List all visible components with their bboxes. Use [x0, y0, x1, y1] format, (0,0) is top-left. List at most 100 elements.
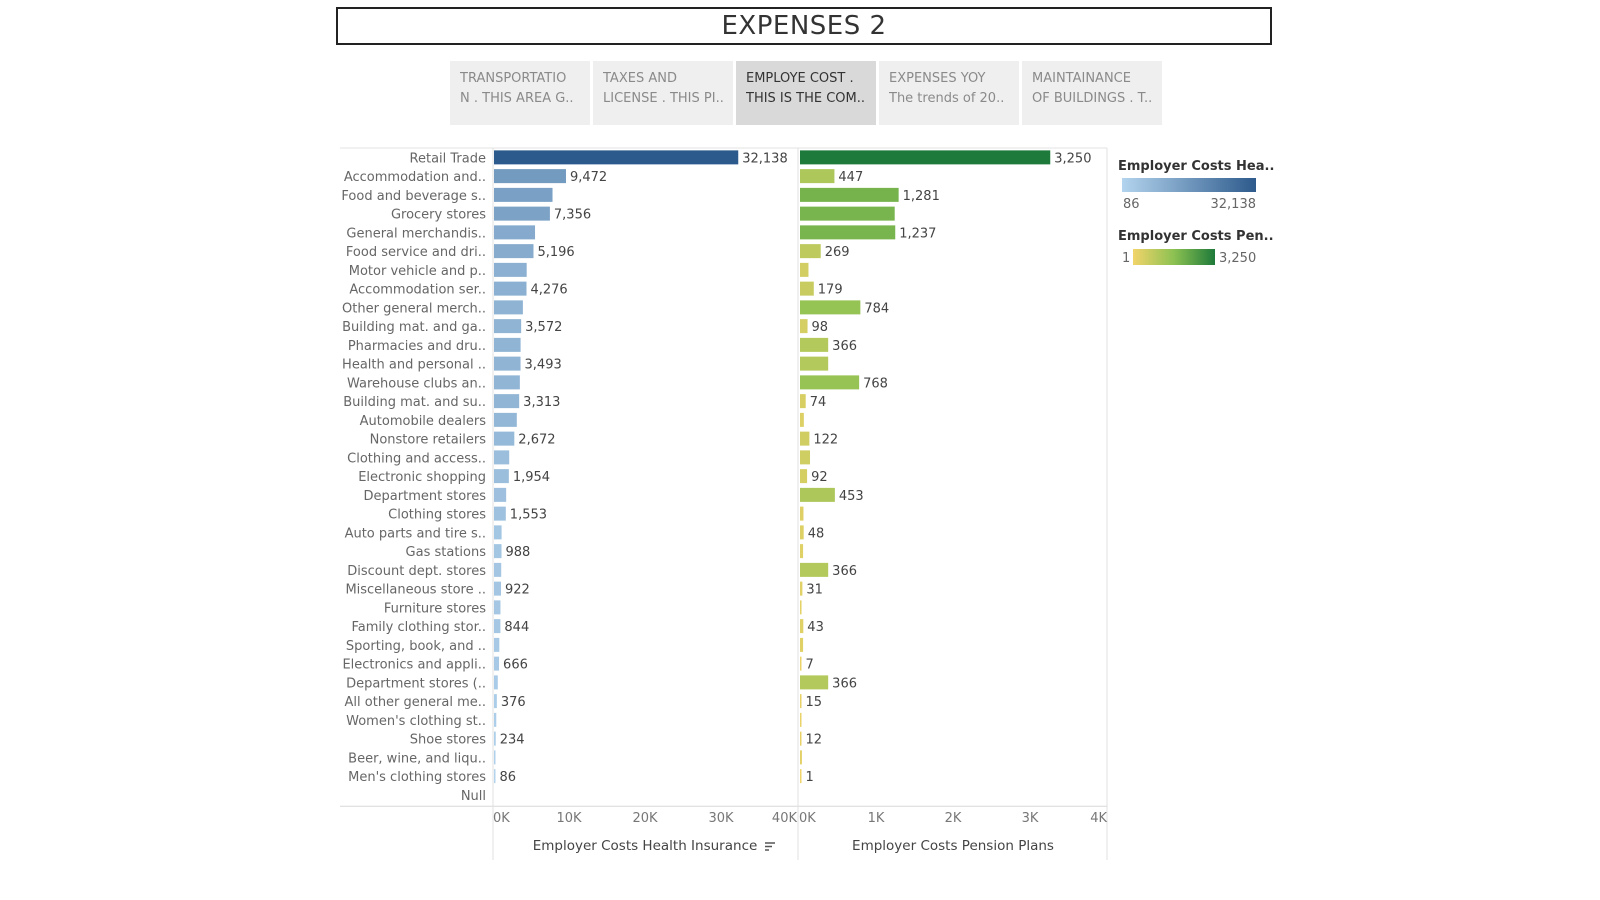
category-label: Warehouse clubs an.. — [347, 376, 486, 391]
bar — [494, 525, 502, 540]
category-label: Food and beverage s.. — [341, 189, 486, 204]
bar — [494, 581, 502, 596]
tab-label-line1: EMPLOYE COST . — [746, 71, 854, 86]
bar — [494, 656, 500, 671]
category-label: Auto parts and tire s.. — [345, 526, 486, 541]
data-label: 844 — [504, 620, 529, 635]
bar — [800, 394, 806, 409]
x-tick-label: 0K — [799, 811, 816, 826]
category-label: Electronics and appli.. — [342, 658, 486, 673]
category-label: Grocery stores — [391, 208, 486, 223]
bar — [494, 206, 550, 221]
category-label: Health and personal .. — [342, 358, 486, 373]
bar — [800, 525, 804, 540]
bar — [494, 225, 536, 240]
bar — [494, 281, 527, 296]
data-label: 784 — [864, 301, 889, 316]
category-label: Department stores — [364, 489, 487, 504]
bar — [800, 731, 802, 746]
data-label: 9,472 — [570, 170, 607, 185]
x-tick-label: 0K — [493, 811, 510, 826]
bar — [800, 562, 829, 577]
data-label: 7,356 — [554, 208, 591, 223]
bar — [494, 506, 506, 521]
bar — [494, 544, 502, 559]
tab-label-line1: TAXES AND — [603, 71, 677, 86]
bar — [494, 375, 520, 390]
tab-4[interactable]: EXPENSES YOY The trends of 20.. — [879, 61, 1019, 125]
data-label: 5,196 — [537, 245, 574, 260]
bar — [800, 375, 860, 390]
tab-3[interactable]: EMPLOYE COST . THIS IS THE COM.. — [736, 61, 876, 125]
legend-pension-min: 1 — [1122, 251, 1130, 266]
tab-label-line2: The trends of 20.. — [889, 91, 1005, 106]
bar — [800, 581, 803, 596]
bar — [800, 450, 811, 465]
x-tick-label: 40K — [772, 811, 798, 826]
category-label: Shoe stores — [410, 733, 486, 748]
category-label: Department stores (.. — [346, 676, 486, 691]
data-label: 4,276 — [530, 283, 567, 298]
bar — [494, 262, 527, 277]
tab-5[interactable]: MAINTAINANCE OF BUILDINGS . T.. — [1022, 61, 1162, 125]
bar — [494, 337, 521, 352]
data-label: 366 — [832, 564, 857, 579]
x-tick-label: 1K — [868, 811, 885, 826]
bar — [494, 600, 501, 615]
data-label: 1,553 — [510, 508, 547, 523]
tab-1[interactable]: TRANSPORTATIO N . THIS AREA G.. — [450, 61, 590, 125]
data-label: 3,313 — [523, 395, 560, 410]
bar — [494, 187, 553, 202]
data-label: 922 — [505, 583, 530, 598]
bar — [494, 750, 496, 765]
x-tick-label: 10K — [556, 811, 582, 826]
legend-health-max: 32,138 — [1211, 197, 1257, 212]
category-label: Retail Trade — [410, 151, 486, 166]
category-label: Null — [461, 789, 486, 804]
bar — [800, 356, 829, 371]
category-label: Gas stations — [406, 545, 487, 560]
category-label: Accommodation and.. — [344, 170, 486, 185]
data-label: 1 — [806, 770, 814, 785]
category-label: General merchandis.. — [346, 226, 486, 241]
bar — [800, 544, 804, 559]
data-label: 447 — [838, 170, 863, 185]
data-label: 269 — [825, 245, 850, 260]
bar — [494, 694, 497, 709]
data-label: 3,572 — [525, 320, 562, 335]
tab-2[interactable]: TAXES AND LICENSE . THIS PI.. — [593, 61, 733, 125]
legend-health-min: 86 — [1123, 197, 1140, 212]
bar — [800, 262, 809, 277]
data-label: 376 — [501, 695, 526, 710]
bar — [800, 637, 804, 652]
data-label: 1,281 — [903, 189, 940, 204]
bar — [494, 619, 501, 634]
bar — [800, 619, 804, 634]
x-axis-title: Employer Costs Health Insurance — [533, 838, 758, 854]
bar — [494, 487, 507, 502]
tab-label-line1: EXPENSES YOY — [889, 71, 986, 86]
bar — [800, 319, 808, 334]
data-label: 3,250 — [1054, 151, 1091, 166]
category-label: Food service and dri.. — [346, 245, 486, 260]
data-label: 234 — [500, 733, 525, 748]
bar — [800, 600, 802, 615]
bar — [800, 300, 861, 315]
bar — [494, 394, 520, 409]
category-label: Nonstore retailers — [370, 433, 487, 448]
data-label: 92 — [811, 470, 828, 485]
bar — [800, 675, 829, 690]
data-label: 86 — [500, 770, 517, 785]
data-label: 98 — [812, 320, 829, 335]
x-tick-label: 4K — [1090, 811, 1107, 826]
category-label: Building mat. and su.. — [343, 395, 486, 410]
page-title: EXPENSES 2 — [336, 7, 1272, 45]
category-label: Men's clothing stores — [348, 770, 486, 785]
category-label: Clothing stores — [388, 508, 486, 523]
tab-label-line2: OF BUILDINGS . T.. — [1032, 91, 1152, 106]
category-label: Clothing and access.. — [347, 451, 486, 466]
tab-label-line1: MAINTAINANCE — [1032, 71, 1131, 86]
category-label: Miscellaneous store .. — [345, 583, 486, 598]
bar — [800, 656, 802, 671]
bar — [800, 225, 896, 240]
